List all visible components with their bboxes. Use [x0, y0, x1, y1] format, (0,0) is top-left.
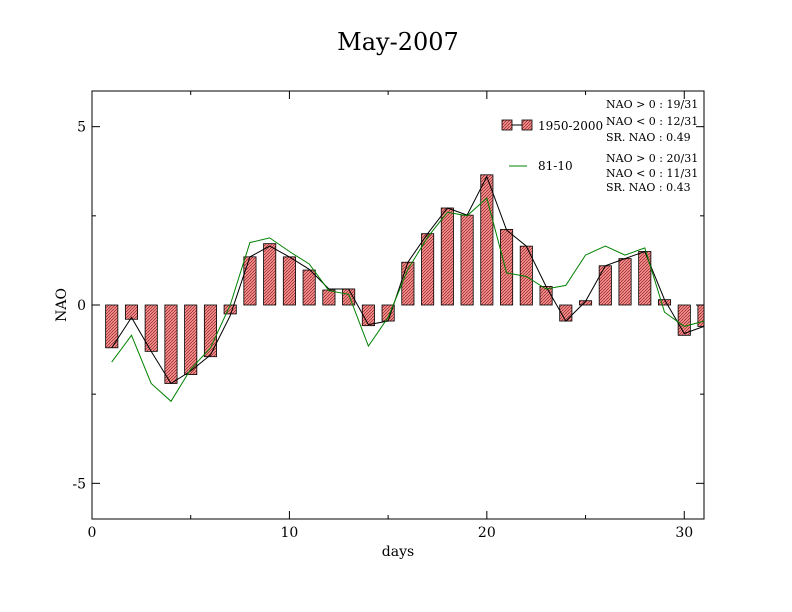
legend-swatch-bar-right [521, 119, 533, 131]
x-tick-label: 0 [88, 525, 97, 541]
stat-line: SR. NAO : 0.49 [606, 131, 691, 144]
x-tick-label: 20 [478, 525, 496, 541]
bar [302, 269, 316, 306]
y-axis-label: NAO [54, 288, 70, 322]
bar [243, 256, 257, 306]
bar [598, 265, 612, 306]
bar [184, 304, 198, 375]
stat-line: NAO < 0 : 11/31 [606, 167, 698, 180]
green-line-series-81-10 [111, 197, 705, 403]
black-line-series [111, 175, 705, 385]
stat-line: NAO < 0 : 12/31 [606, 115, 698, 128]
bar [263, 243, 277, 306]
legend-label-1950-2000: 1950-2000 [538, 119, 603, 133]
bar [282, 256, 296, 306]
y-tick-label: -5 [72, 476, 86, 492]
line-series [111, 175, 705, 403]
bar [124, 304, 139, 320]
axis-ticks: -5 0 5 0 10 20 30 [72, 91, 704, 541]
x-tick-label: 30 [675, 525, 693, 541]
bar [322, 289, 336, 306]
x-axis-label: days [382, 544, 414, 560]
bar [677, 304, 691, 336]
bar [697, 304, 705, 327]
chart-title: May-2007 [337, 28, 459, 56]
legend-swatch-bar-left [501, 119, 513, 131]
bar [500, 228, 514, 306]
x-tick-label: 10 [281, 525, 299, 541]
y-tick-label: 5 [77, 120, 86, 136]
bar [480, 174, 494, 306]
legend: 1950-2000 81-10 [501, 119, 603, 173]
bar [460, 214, 474, 306]
stat-line: NAO > 0 : 19/31 [606, 98, 698, 111]
bar [638, 251, 652, 306]
legend-label-81-10: 81-10 [538, 159, 573, 173]
stat-line: NAO > 0 : 20/31 [606, 152, 698, 165]
bar [164, 304, 178, 384]
stat-line: SR. NAO : 0.43 [606, 181, 691, 194]
bar [618, 258, 632, 306]
bar [223, 304, 237, 315]
y-tick-label: 0 [77, 298, 86, 314]
bar [361, 304, 375, 327]
bar [440, 207, 454, 306]
bar-series-1950-2000 [105, 174, 705, 384]
bar [203, 304, 217, 358]
stats-block: NAO > 0 : 19/31 NAO < 0 : 12/31 SR. NAO … [606, 98, 698, 194]
